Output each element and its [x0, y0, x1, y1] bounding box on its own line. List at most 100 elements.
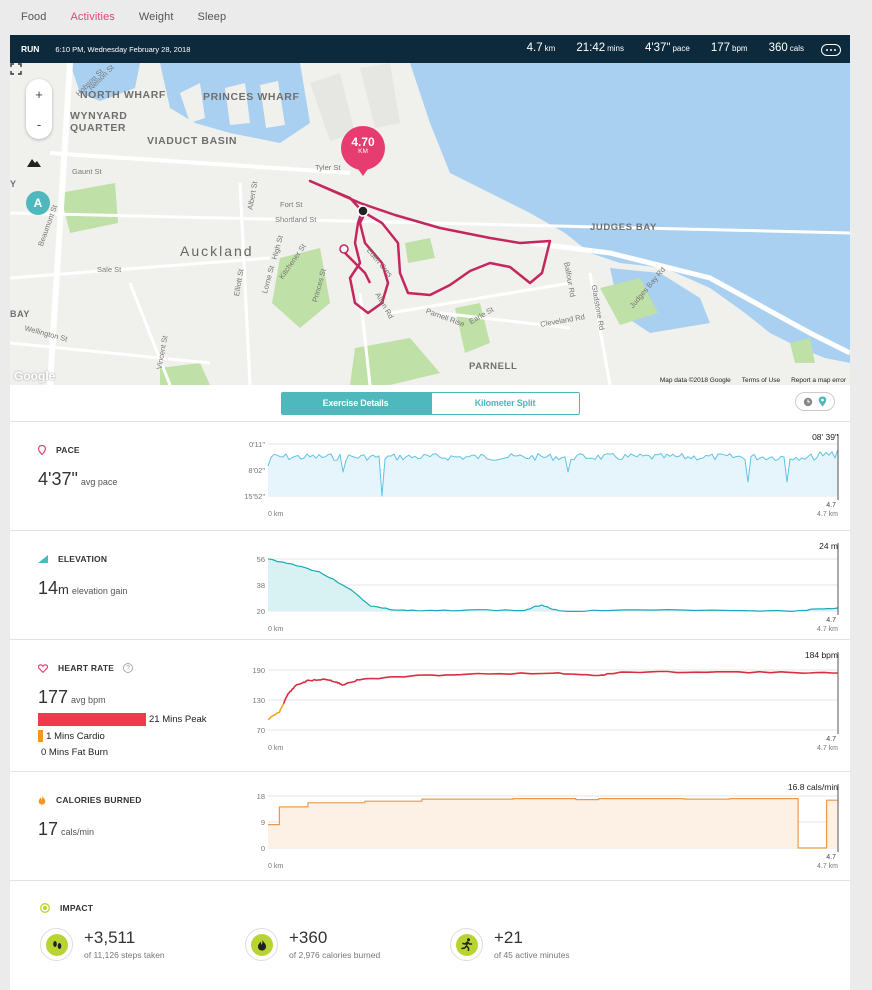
location-pin-icon[interactable]	[818, 396, 827, 407]
elevation-title: ELEVATION	[38, 554, 107, 564]
y-tick-label: 8'02"	[248, 466, 265, 475]
terms-link[interactable]: Terms of Use	[741, 377, 781, 384]
nav-sleep[interactable]: Sleep	[197, 11, 227, 23]
map-label-north-wharf: NORTH WHARF	[80, 89, 166, 101]
series-line	[267, 558, 839, 612]
y-tick-label: 190	[252, 666, 265, 675]
map-label-bay: BAY	[10, 309, 30, 319]
impact-steps-value: +3,511	[84, 928, 136, 947]
peak-label: 24 m	[819, 541, 838, 551]
impact-calories-sub: of 2,976 calories burned	[289, 950, 381, 960]
impact-title: IMPACT	[40, 903, 93, 913]
series-area	[268, 449, 838, 496]
map-label-wynyard: WYNYARD	[70, 110, 128, 122]
map-attribution: Map data ©2018 Google Terms of Use Repor…	[660, 377, 846, 384]
flame-icon	[250, 933, 273, 956]
series-line	[268, 798, 838, 849]
end-tick-label: 4.7	[826, 617, 836, 624]
calories-value: 17 cals/min	[38, 819, 95, 839]
pace-title: PACE	[38, 445, 80, 455]
zoom-in-button[interactable]: +	[35, 86, 43, 102]
x-end-label: 4.7 km	[817, 626, 838, 633]
fullscreen-icon[interactable]	[10, 63, 22, 75]
terrain-icon[interactable]	[27, 157, 49, 175]
impact-calories: +360 of 2,976 calories burned	[245, 928, 450, 961]
y-tick-label: 130	[252, 696, 265, 705]
flame-small-icon	[38, 795, 46, 805]
hr-zone-label: 0 Mins Fat Burn	[41, 747, 109, 758]
impact-steps: +3,511 of 11,126 steps taken	[40, 928, 245, 961]
view-toggle[interactable]	[795, 392, 835, 411]
stat-duration: 21:42 mins	[576, 42, 624, 54]
nav-activities[interactable]: Activities	[70, 11, 115, 23]
heart-rate-title: HEART RATE ?	[38, 663, 134, 673]
x-start-label: 0 km	[268, 626, 283, 633]
heart-rate-chart[interactable]: 190 130 70 184 bpm 4.7 0 km 4.7 km	[238, 650, 842, 767]
map-label-princes-wharf: PRINCES WHARF	[203, 91, 300, 103]
footsteps-icon	[45, 933, 68, 956]
nav-food[interactable]: Food	[21, 11, 47, 23]
pace-pin-icon	[38, 445, 46, 455]
end-tick-label: 4.7	[826, 502, 836, 509]
route-start-marker	[339, 244, 349, 254]
calories-title: CALORIES BURNED	[38, 795, 142, 805]
zoom-out-button[interactable]: -	[36, 116, 42, 132]
heart-rate-value: 177 avg bpm	[38, 687, 106, 707]
y-tick-label: 20	[257, 607, 265, 616]
route-end-marker	[357, 205, 369, 217]
clock-icon[interactable]	[803, 397, 813, 407]
series-line	[267, 703, 285, 721]
running-icon	[455, 933, 478, 956]
impact-steps-sub: of 11,126 steps taken	[84, 950, 165, 960]
series-line	[282, 670, 839, 704]
tab-exercise-details[interactable]: Exercise Details	[280, 391, 431, 415]
calories-chart-svg: 18 9 0 16.8 cals/min 4.7 0 km 4.7 km	[257, 782, 839, 870]
stat-pace: 4'37" pace	[645, 42, 690, 54]
calories-section: CALORIES BURNED 17 cals/min 18 9 0 16.8 cals…	[10, 772, 850, 881]
impact-target-icon	[40, 903, 50, 913]
impact-items: +3,511 of 11,126 steps taken +360 of 2,976…	[40, 928, 655, 961]
start-point-icon[interactable]: A	[26, 191, 50, 215]
run-stats: 4.7 km 21:42 mins 4'37" pace 177 bpm 360 cals	[506, 42, 841, 56]
x-end-label: 4.7 km	[817, 745, 838, 752]
activity-card: RUN 6:10 PM, Wednesday February 28, 2018…	[10, 35, 850, 990]
end-tick-label: 4.7	[826, 854, 836, 861]
impact-section: IMPACT +3,511 of 11,126 steps taken +360 o…	[10, 881, 850, 981]
street-sale: Sale St	[97, 265, 122, 274]
map-label-viaduct: VIADUCT BASIN	[147, 135, 238, 147]
series-line	[267, 449, 839, 497]
tab-kilometer-split[interactable]: Kilometer Split	[430, 391, 580, 415]
elevation-chart[interactable]: 56 38 20 24 m 4.7 0 km 4.7 km	[238, 541, 842, 635]
stat-heart-rate: 177 bpm	[710, 42, 748, 54]
calories-chart[interactable]: 18 9 0 16.8 cals/min 4.7 0 km 4.7 km	[238, 782, 842, 876]
series-area	[268, 558, 838, 612]
hr-zone-bar	[38, 713, 146, 726]
impact-active-minutes: +21 of 45 active minutes	[450, 928, 655, 961]
nav-weight[interactable]: Weight	[138, 11, 174, 23]
y-tick-label: 15'52"	[244, 492, 265, 501]
top-nav: Food Activities Weight Sleep	[0, 0, 872, 34]
google-logo: Google	[14, 369, 56, 383]
y-tick-label: 9	[261, 818, 265, 827]
pace-chart-svg: 0'11" 8'02" 15'52" 08' 39" 4.7 0 km 4.7 km	[244, 432, 839, 518]
peak-label: 184 bpm	[805, 650, 838, 660]
street-fort: Fort St	[280, 200, 303, 209]
y-tick-label: 0	[261, 844, 265, 853]
activity-type: RUN	[21, 44, 40, 54]
more-options-icon[interactable]	[821, 44, 841, 56]
activity-datetime: 6:10 PM, Wednesday February 28, 2018	[55, 44, 191, 54]
elevation-section: ELEVATION 14m elevation gain 56 38 20 24 m 4.…	[10, 531, 850, 640]
street-tyler: Tyler St	[315, 163, 341, 172]
x-start-label: 0 km	[268, 863, 283, 870]
impact-active-minutes-sub: of 45 active minutes	[494, 950, 570, 960]
heart-icon	[38, 663, 48, 673]
map-label-y: Y	[10, 179, 17, 189]
pace-chart[interactable]: 0'11" 8'02" 15'52" 08' 39" 4.7 0 km 4.7 km	[238, 432, 842, 526]
map-data-text: Map data ©2018 Google	[659, 377, 731, 384]
help-icon[interactable]: ?	[123, 663, 134, 673]
y-tick-label: 70	[257, 726, 265, 735]
x-start-label: 0 km	[268, 511, 283, 518]
route-map[interactable]: NORTH WHARF PRINCES WHARF WYNYARD QUARTE…	[10, 63, 850, 385]
impact-calories-value: +360	[289, 928, 328, 947]
report-error-link[interactable]: Report a map error	[791, 377, 846, 384]
